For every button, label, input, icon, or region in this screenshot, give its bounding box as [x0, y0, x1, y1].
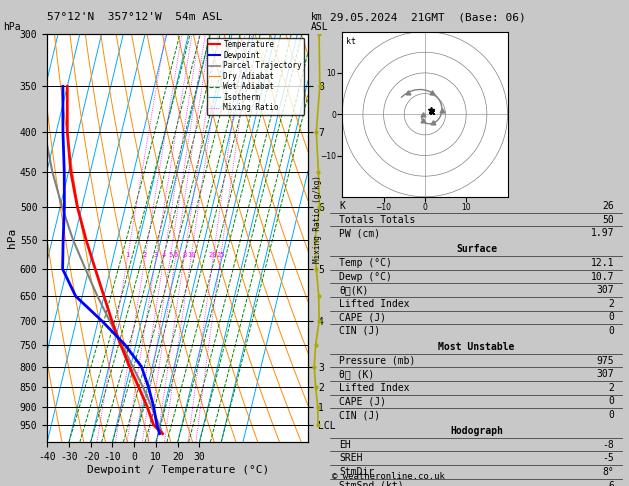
Text: θᴇ(K): θᴇ(K): [339, 285, 369, 295]
Text: 25: 25: [216, 252, 225, 258]
Text: 3: 3: [153, 252, 158, 258]
Text: 5: 5: [168, 252, 172, 258]
Text: 8°: 8°: [602, 467, 614, 477]
Text: Most Unstable: Most Unstable: [438, 342, 515, 352]
Text: ASL: ASL: [311, 22, 328, 32]
Text: Dewp (°C): Dewp (°C): [339, 272, 392, 281]
Text: CIN (J): CIN (J): [339, 326, 380, 336]
Text: 307: 307: [596, 285, 614, 295]
Text: © weatheronline.co.uk: © weatheronline.co.uk: [332, 472, 445, 481]
Text: 20: 20: [209, 252, 218, 258]
Text: 2: 2: [608, 299, 614, 309]
X-axis label: Dewpoint / Temperature (°C): Dewpoint / Temperature (°C): [87, 465, 269, 475]
Text: 6: 6: [174, 252, 177, 258]
Text: K: K: [339, 201, 345, 211]
Text: 0: 0: [608, 397, 614, 406]
Text: Pressure (mb): Pressure (mb): [339, 356, 415, 365]
Text: Lifted Index: Lifted Index: [339, 299, 409, 309]
Text: 26: 26: [602, 201, 614, 211]
Text: 6: 6: [608, 481, 614, 486]
Text: 307: 307: [596, 369, 614, 379]
Text: -8: -8: [602, 440, 614, 450]
Text: EH: EH: [339, 440, 351, 450]
Text: 10.7: 10.7: [591, 272, 614, 281]
Text: -5: -5: [602, 453, 614, 463]
Text: 57°12'N  357°12'W  54m ASL: 57°12'N 357°12'W 54m ASL: [47, 12, 223, 22]
Text: km: km: [311, 12, 323, 22]
Text: Temp (°C): Temp (°C): [339, 258, 392, 268]
Text: 4: 4: [162, 252, 166, 258]
Text: CAPE (J): CAPE (J): [339, 397, 386, 406]
Text: CAPE (J): CAPE (J): [339, 312, 386, 322]
Text: Totals Totals: Totals Totals: [339, 215, 415, 225]
Text: 0: 0: [608, 312, 614, 322]
Text: 1: 1: [125, 252, 130, 258]
Text: CIN (J): CIN (J): [339, 410, 380, 420]
Text: StmDir: StmDir: [339, 467, 374, 477]
Text: 12.1: 12.1: [591, 258, 614, 268]
Text: PW (cm): PW (cm): [339, 228, 380, 238]
Text: Hodograph: Hodograph: [450, 426, 503, 436]
Text: 29.05.2024  21GMT  (Base: 06): 29.05.2024 21GMT (Base: 06): [330, 12, 526, 22]
Text: 0: 0: [608, 326, 614, 336]
Text: Surface: Surface: [456, 244, 497, 254]
Text: 2: 2: [608, 383, 614, 393]
Text: kt: kt: [347, 37, 357, 46]
Y-axis label: hPa: hPa: [7, 228, 17, 248]
Text: Mixing Ratio (g/kg): Mixing Ratio (g/kg): [313, 175, 321, 262]
Text: 1.97: 1.97: [591, 228, 614, 238]
Text: 2: 2: [143, 252, 147, 258]
Text: Lifted Index: Lifted Index: [339, 383, 409, 393]
Text: θᴇ (K): θᴇ (K): [339, 369, 374, 379]
Text: 10: 10: [187, 252, 195, 258]
Text: SREH: SREH: [339, 453, 362, 463]
Text: StmSpd (kt): StmSpd (kt): [339, 481, 404, 486]
Text: hPa: hPa: [3, 22, 21, 32]
Text: 8: 8: [182, 252, 186, 258]
Text: 975: 975: [596, 356, 614, 365]
Legend: Temperature, Dewpoint, Parcel Trajectory, Dry Adiabat, Wet Adiabat, Isotherm, Mi: Temperature, Dewpoint, Parcel Trajectory…: [207, 38, 304, 115]
Text: 0: 0: [608, 410, 614, 420]
Text: 50: 50: [602, 215, 614, 225]
